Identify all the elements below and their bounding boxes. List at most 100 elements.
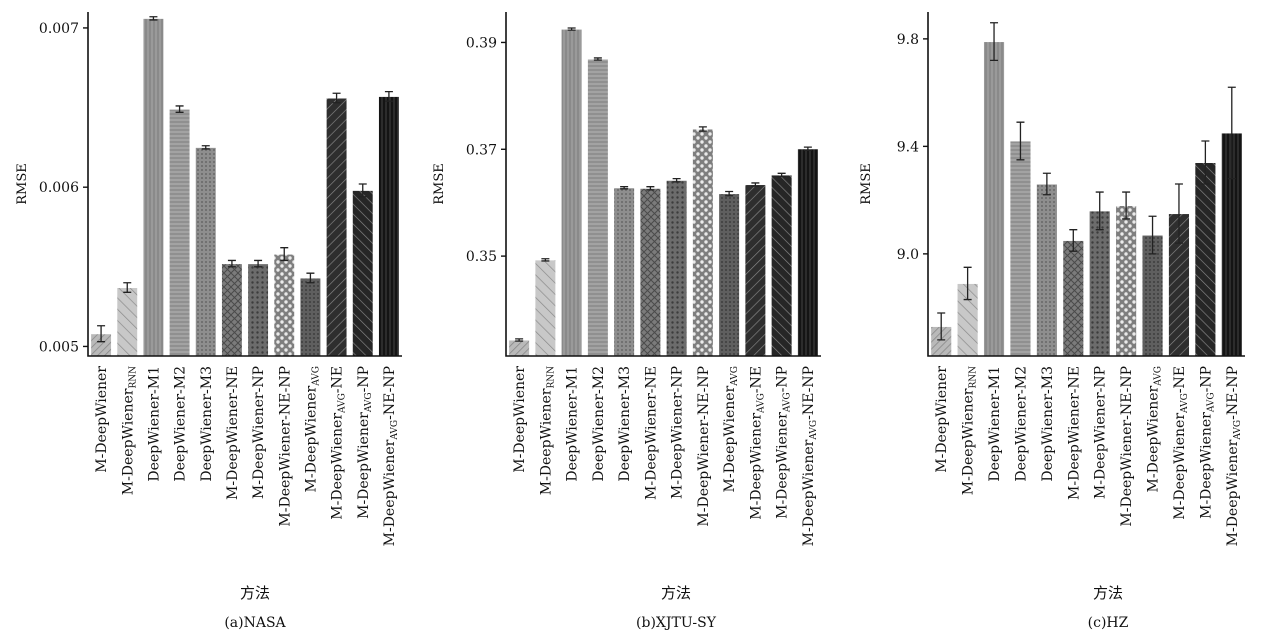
category-label-1-3: DeepWiener-M2 <box>591 366 607 482</box>
category-label-1-1: M-DeepWienerRNN <box>538 366 556 495</box>
category-label-0-6: M-DeepWiener-NP <box>251 366 267 499</box>
axes-0 <box>87 12 402 357</box>
error-bar-0-4 <box>201 145 210 150</box>
category-label-0-5: M-DeepWiener-NE <box>225 366 241 500</box>
category-label-2-7: M-DeepWiener-NE-NP <box>1119 366 1135 527</box>
y-axis-title-0: RMSE <box>15 163 30 205</box>
error-bar-2-3 <box>1016 121 1025 161</box>
bar-1-3 <box>586 58 609 357</box>
error-bar-0-6 <box>254 259 263 268</box>
error-bar-2-10 <box>1201 140 1210 185</box>
error-bar-0-9 <box>332 92 341 104</box>
category-label-0-4: DeepWiener-M3 <box>199 366 215 482</box>
category-label-2-1: M-DeepWienerRNN <box>961 366 979 495</box>
category-label-1-6: M-DeepWiener-NP <box>670 366 686 499</box>
error-bar-1-7 <box>698 126 707 132</box>
error-bar-2-4 <box>1042 172 1051 196</box>
bar-1-4 <box>613 187 636 357</box>
chart-panel-1: 0.35 0.37 0.39 RMSE M-DeepWiener M-DeepWiener… <box>432 12 821 631</box>
bar-2-10 <box>1194 162 1217 357</box>
bar-0-5 <box>220 263 243 357</box>
error-bar-2-5 <box>1069 229 1078 252</box>
bar-2-3 <box>1009 140 1032 357</box>
category-label-0-10: M-DeepWienerAVG-NP <box>356 366 374 519</box>
bar-1-10 <box>770 174 793 357</box>
category-label-0-3: DeepWiener-M2 <box>173 366 189 482</box>
category-label-2-2: DeepWiener-M1 <box>987 366 1003 482</box>
category-label-2-8: M-DeepWienerAVG <box>1146 366 1164 492</box>
bar-1-0 <box>508 339 531 357</box>
bar-2-6 <box>1088 210 1111 357</box>
y-axis-title-1: RMSE <box>432 163 447 205</box>
category-label-1-5: M-DeepWiener-NE <box>643 366 659 500</box>
category-label-1-10: M-DeepWienerAVG-NP <box>775 366 793 519</box>
bar-1-11 <box>796 148 819 357</box>
y-tick-label-2-2: 9.8 <box>897 32 919 48</box>
category-label-2-5: M-DeepWiener-NE <box>1066 366 1082 500</box>
category-label-2-3: DeepWiener-M2 <box>1013 366 1029 482</box>
category-label-0-8: M-DeepWienerAVG <box>303 366 321 492</box>
x-axis-title-0: 方法 <box>240 584 270 602</box>
error-bar-0-10 <box>358 183 367 198</box>
category-label-2-9: M-DeepWienerAVG-NE <box>1172 366 1190 520</box>
category-label-0-2: DeepWiener-M1 <box>146 366 162 482</box>
error-bar-1-3 <box>593 57 602 61</box>
bar-1-7 <box>691 128 714 357</box>
subfigure-caption-1: (b)XJTU-SY <box>636 615 717 631</box>
error-bar-2-8 <box>1148 215 1157 255</box>
bar-1-2 <box>560 28 583 357</box>
y-tick-label-0-1: 0.006 <box>39 180 79 196</box>
error-bar-2-2 <box>990 22 999 62</box>
error-bar-1-10 <box>777 172 786 178</box>
error-bar-2-9 <box>1174 183 1183 244</box>
x-axis-title-2: 方法 <box>1093 584 1123 602</box>
subfigure-caption-0: (a)NASA <box>224 615 286 631</box>
error-bar-0-8 <box>306 272 315 284</box>
bar-0-4 <box>194 146 217 357</box>
error-bar-2-0 <box>937 312 946 341</box>
error-bar-1-9 <box>751 182 760 187</box>
category-label-1-0: M-DeepWiener <box>512 366 528 473</box>
y-tick-label-2-0: 9.0 <box>897 247 919 263</box>
bar-2-5 <box>1062 239 1085 357</box>
y-axis-title-2: RMSE <box>859 163 874 205</box>
bar-1-1 <box>534 259 557 357</box>
chart-panel-2: 9.0 9.4 9.8 RMSE M-DeepWiener M-DeepWienerRNN… <box>859 12 1245 631</box>
error-bar-2-6 <box>1095 191 1104 231</box>
bar-1-5 <box>639 187 662 357</box>
error-bar-2-1 <box>963 266 972 301</box>
axes-2 <box>927 12 1245 357</box>
bar-0-9 <box>325 97 348 357</box>
category-label-2-6: M-DeepWiener-NP <box>1093 366 1109 499</box>
bar-0-2 <box>142 17 165 357</box>
error-bar-0-5 <box>227 259 236 268</box>
error-bar-0-11 <box>384 90 393 102</box>
category-label-1-4: DeepWiener-M3 <box>617 366 633 482</box>
error-bar-1-0 <box>515 338 524 342</box>
category-label-1-7: M-DeepWiener-NE-NP <box>696 366 712 527</box>
x-axis-title-1: 方法 <box>661 584 691 602</box>
error-bar-1-4 <box>620 186 629 190</box>
error-bar-0-7 <box>280 247 289 262</box>
bar-0-7 <box>273 253 296 357</box>
error-bar-1-2 <box>567 27 576 31</box>
y-tick-label-1-2: 0.39 <box>466 35 497 51</box>
bar-1-8 <box>718 193 741 357</box>
bar-0-10 <box>351 189 374 357</box>
chart-panel-0: 0.005 0.006 0.007 RMSE M-DeepWiener M-DeepWie… <box>15 12 402 631</box>
bar-0-8 <box>299 277 322 357</box>
category-label-0-7: M-DeepWiener-NE-NP <box>277 366 293 527</box>
error-bar-1-6 <box>672 178 681 183</box>
error-bar-0-0 <box>97 325 106 343</box>
y-tick-label-0-0: 0.005 <box>39 339 79 355</box>
category-label-0-11: M-DeepWienerAVG-NE-NP <box>382 366 400 546</box>
bar-0-6 <box>247 263 270 357</box>
error-bar-1-11 <box>803 146 812 151</box>
category-label-1-2: DeepWiener-M1 <box>565 366 581 482</box>
error-bar-0-1 <box>123 282 132 293</box>
category-label-2-10: M-DeepWienerAVG-NP <box>1198 366 1216 519</box>
bar-0-3 <box>168 108 191 357</box>
y-tick-label-1-1: 0.37 <box>466 142 497 158</box>
bar-1-9 <box>744 184 767 357</box>
